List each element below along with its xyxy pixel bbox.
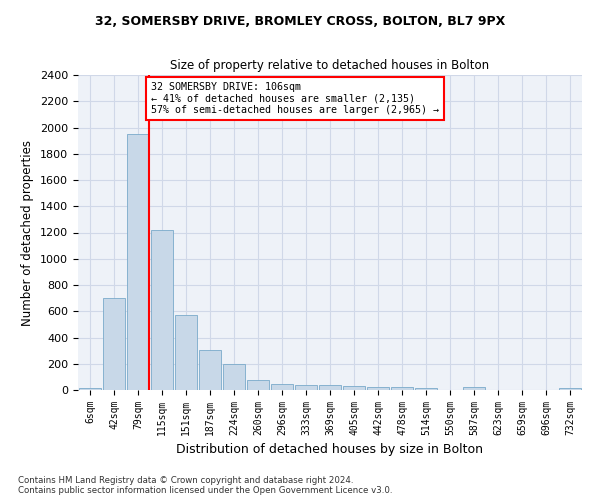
Bar xyxy=(175,315,197,390)
Text: 32 SOMERSBY DRIVE: 106sqm
← 41% of detached houses are smaller (2,135)
57% of se: 32 SOMERSBY DRIVE: 106sqm ← 41% of detac… xyxy=(151,82,439,115)
Bar xyxy=(463,388,485,390)
Bar xyxy=(79,388,101,390)
Bar xyxy=(247,380,269,390)
Bar xyxy=(415,388,437,390)
Bar xyxy=(367,387,389,390)
X-axis label: Distribution of detached houses by size in Bolton: Distribution of detached houses by size … xyxy=(176,444,484,456)
Bar xyxy=(151,230,173,390)
Bar xyxy=(223,364,245,390)
Bar xyxy=(127,134,149,390)
Bar xyxy=(103,298,125,390)
Bar xyxy=(271,384,293,390)
Bar xyxy=(295,385,317,390)
Y-axis label: Number of detached properties: Number of detached properties xyxy=(22,140,34,326)
Bar xyxy=(343,386,365,390)
Title: Size of property relative to detached houses in Bolton: Size of property relative to detached ho… xyxy=(170,60,490,72)
Bar xyxy=(319,385,341,390)
Bar xyxy=(199,350,221,390)
Text: 32, SOMERSBY DRIVE, BROMLEY CROSS, BOLTON, BL7 9PX: 32, SOMERSBY DRIVE, BROMLEY CROSS, BOLTO… xyxy=(95,15,505,28)
Bar xyxy=(559,388,581,390)
Bar xyxy=(391,387,413,390)
Text: Contains HM Land Registry data © Crown copyright and database right 2024.
Contai: Contains HM Land Registry data © Crown c… xyxy=(18,476,392,495)
